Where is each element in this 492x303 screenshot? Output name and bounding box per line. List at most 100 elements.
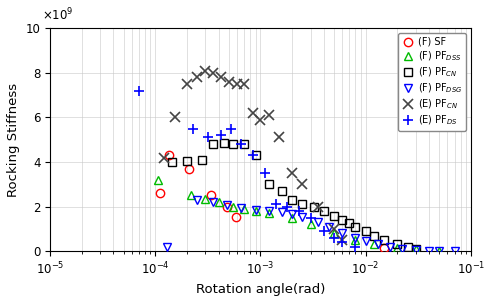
(F) PF$_{DSG}$ [452,249,458,253]
(E) PF$_{DS}$ [284,205,290,208]
(E) PF$_{CN}$ [203,69,209,72]
Y-axis label: Rocking Stiffness: Rocking Stiffness [7,83,20,197]
(F) SF [208,194,214,197]
(E) PF$_{CN}$ [234,82,240,86]
(F) SF [166,154,172,157]
(F) PF$_{DSG}$ [363,239,369,243]
(E) PF$_{DS}$ [352,245,358,248]
(F) PF$_{CN}$ [371,234,377,237]
(F) PF$_{CN}$ [413,247,419,250]
(F) PF$_{DSG}$ [164,245,170,248]
(F) SF [224,205,230,208]
(F) PF$_{DSG}$ [266,209,272,213]
(E) PF$_{DS}$ [136,89,142,92]
(E) PF$_{DS}$ [331,236,337,240]
(F) PF$_{DSS}$ [241,207,247,211]
(F) PF$_{CN}$ [363,229,369,233]
(E) PF$_{DS}$ [273,202,279,206]
(E) PF$_{DS}$ [218,133,224,137]
(F) SF [156,191,162,195]
(F) PF$_{DSS}$ [436,249,442,252]
(F) PF$_{DSG}$ [315,220,321,224]
(E) PF$_{CN}$ [250,111,256,115]
(E) PF$_{CN}$ [331,227,337,231]
(F) PF$_{DSS}$ [203,197,209,201]
Line: (F) SF: (F) SF [155,151,388,252]
Legend: (F) SF, (F) PF$_{DSS}$, (F) PF$_{CN}$, (F) PF$_{DSG}$, (E) PF$_{CN}$, (E) PF$_{D: (F) SF, (F) PF$_{DSS}$, (F) PF$_{CN}$, (… [398,33,466,131]
(E) PF$_{CN}$ [241,82,247,86]
(E) PF$_{CN}$ [315,205,321,208]
(E) PF$_{CN}$ [299,182,305,186]
(F) PF$_{DSS}$ [413,248,419,251]
(F) PF$_{CN}$ [253,154,259,157]
(F) PF$_{DSS}$ [395,246,400,250]
(E) PF$_{DS}$ [190,127,196,130]
(F) PF$_{DSG}$ [299,215,305,218]
(F) PF$_{DSG}$ [326,225,332,228]
(E) PF$_{CN}$ [276,136,282,139]
(E) PF$_{CN}$ [218,75,224,79]
(F) PF$_{CN}$ [339,218,345,222]
(F) PF$_{CN}$ [395,243,400,246]
Line: (E) PF$_{CN}$: (E) PF$_{CN}$ [159,66,347,245]
(E) PF$_{CN}$ [257,118,263,122]
(E) PF$_{CN}$ [339,238,345,242]
(F) PF$_{DSS}$ [352,238,358,242]
(F) PF$_{DSS}$ [308,223,313,226]
(E) PF$_{DS}$ [238,142,244,146]
X-axis label: Rotation angle(rad): Rotation angle(rad) [196,283,325,296]
(E) PF$_{DS}$ [228,127,234,130]
(F) PF$_{CN}$ [184,159,190,163]
(F) PF$_{DSG}$ [426,249,432,252]
(E) PF$_{CN}$ [266,113,272,117]
(F) PF$_{DSG}$ [413,248,419,252]
(E) PF$_{DS}$ [339,241,345,244]
(F) PF$_{DSG}$ [194,198,200,202]
(E) PF$_{DS}$ [250,154,256,157]
(F) PF$_{DSG}$ [253,208,259,212]
(F) PF$_{DSG}$ [224,204,230,207]
(F) PF$_{CN}$ [230,142,236,146]
(F) PF$_{CN}$ [221,141,227,145]
(F) PF$_{DSG}$ [210,200,215,204]
(E) PF$_{CN}$ [172,115,178,119]
(F) PF$_{CN}$ [404,245,410,248]
(F) PF$_{DSS}$ [289,216,295,220]
(F) PF$_{DSG}$ [238,206,244,209]
(E) PF$_{DS}$ [321,229,327,233]
(F) PF$_{CN}$ [346,221,352,225]
Line: (E) PF$_{DS}$: (E) PF$_{DS}$ [134,86,360,251]
(E) PF$_{CN}$ [289,171,295,175]
(F) PF$_{DSG}$ [289,213,295,216]
(E) PF$_{DS}$ [296,209,302,213]
(E) PF$_{CN}$ [226,80,232,84]
(F) PF$_{DSG}$ [387,245,393,248]
Line: (F) PF$_{DSG}$: (F) PF$_{DSG}$ [163,196,459,255]
(F) PF$_{CN}$ [169,160,175,164]
(E) PF$_{CN}$ [210,71,215,75]
(F) PF$_{DSS}$ [215,200,221,204]
(F) PF$_{DSG}$ [375,243,381,246]
(F) PF$_{CN}$ [266,182,272,186]
(F) PF$_{CN}$ [279,189,285,193]
(F) PF$_{DSS}$ [188,194,194,197]
(F) PF$_{DSS}$ [253,209,259,213]
(F) PF$_{CN}$ [299,202,305,206]
(E) PF$_{CN}$ [161,156,167,159]
(F) PF$_{CN}$ [331,214,337,217]
(F) PF$_{DSS}$ [371,243,377,246]
(F) PF$_{CN}$ [289,198,295,202]
(F) PF$_{DSS}$ [266,211,272,215]
(F) PF$_{CN}$ [199,158,205,161]
(F) SF [381,246,387,250]
(F) PF$_{CN}$ [352,225,358,228]
(F) PF$_{DSG}$ [279,210,285,214]
(F) PF$_{DSG}$ [399,247,404,251]
(F) SF [186,167,192,171]
(E) PF$_{DS}$ [308,216,313,220]
(E) PF$_{DS}$ [206,136,212,139]
(F) SF [233,215,239,218]
(F) PF$_{DSG}$ [352,236,358,240]
(F) PF$_{DSG}$ [436,249,442,253]
(E) PF$_{CN}$ [194,75,200,79]
